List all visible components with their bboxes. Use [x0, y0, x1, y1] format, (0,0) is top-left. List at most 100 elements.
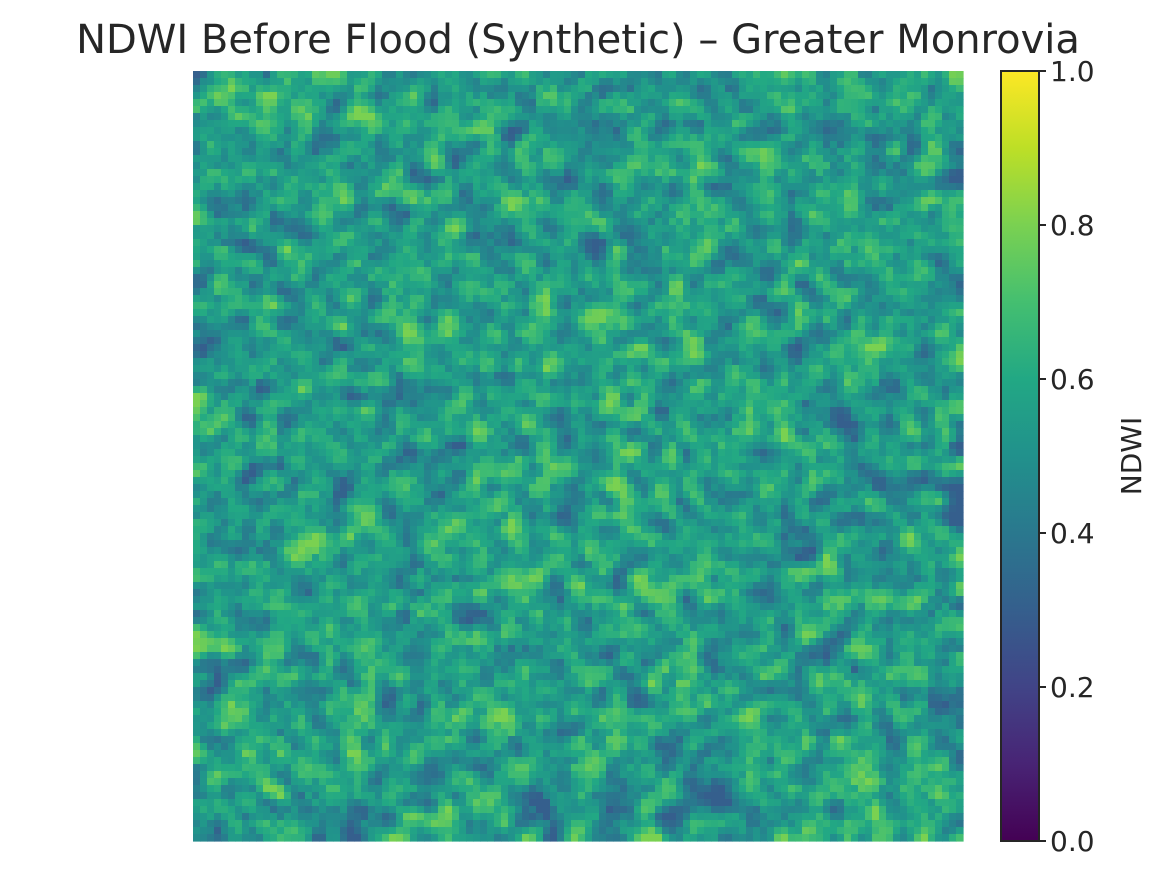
heatmap-cell [452, 71, 460, 79]
heatmap-cell [571, 106, 579, 114]
heatmap-cell [193, 211, 201, 219]
heatmap-cell [690, 302, 698, 310]
heatmap-cell [942, 106, 950, 114]
heatmap-cell [816, 71, 824, 79]
heatmap-cell [627, 239, 635, 247]
heatmap-cell [536, 281, 544, 289]
heatmap-cell [886, 148, 894, 156]
heatmap-cell [662, 99, 670, 107]
heatmap-cell [207, 106, 215, 114]
heatmap-cell [830, 365, 838, 373]
heatmap-cell [578, 127, 586, 135]
heatmap-cell [221, 141, 229, 149]
heatmap-cell [263, 309, 271, 317]
heatmap-cell [361, 337, 369, 345]
heatmap-cell [487, 260, 495, 268]
heatmap-cell [536, 85, 544, 93]
heatmap-cell [473, 316, 481, 324]
heatmap-cell [648, 274, 656, 282]
heatmap-cell [207, 120, 215, 128]
heatmap-cell [935, 246, 943, 254]
heatmap-cell [214, 197, 222, 205]
heatmap-cell [564, 372, 572, 380]
heatmap-cell [830, 176, 838, 184]
heatmap-cell [732, 141, 740, 149]
heatmap-cell [326, 379, 334, 387]
heatmap-cell [228, 330, 236, 338]
heatmap-cell [522, 148, 530, 156]
heatmap-cell [508, 141, 516, 149]
heatmap-cell [886, 197, 894, 205]
heatmap-cell [298, 218, 306, 226]
heatmap-cell [487, 211, 495, 219]
heatmap-cell [851, 134, 859, 142]
heatmap-cell [788, 323, 796, 331]
heatmap-cell [494, 120, 502, 128]
heatmap-cell [473, 323, 481, 331]
heatmap-cell [557, 323, 565, 331]
heatmap-cell [739, 169, 747, 177]
heatmap-cell [193, 162, 201, 170]
heatmap-cell [438, 288, 446, 296]
heatmap-cell [599, 246, 607, 254]
heatmap-cell [893, 323, 901, 331]
heatmap-cell [893, 365, 901, 373]
heatmap-cell [263, 218, 271, 226]
heatmap-cell [494, 288, 502, 296]
heatmap-cell [235, 155, 243, 163]
heatmap-cell [690, 127, 698, 135]
heatmap-cell [284, 113, 292, 121]
heatmap-cell [501, 232, 509, 240]
heatmap-cell [606, 106, 614, 114]
heatmap-cell [480, 372, 488, 380]
heatmap-cell [711, 267, 719, 275]
heatmap-cell [704, 71, 712, 79]
heatmap-cell [249, 225, 257, 233]
heatmap-cell [690, 372, 698, 380]
heatmap-cell [655, 218, 663, 226]
heatmap-cell [935, 281, 943, 289]
heatmap-cell [942, 337, 950, 345]
heatmap-cell [830, 232, 838, 240]
heatmap-cell [872, 92, 880, 100]
heatmap-cell [599, 351, 607, 359]
heatmap-cell [214, 169, 222, 177]
heatmap-cell [508, 106, 516, 114]
heatmap-cell [711, 358, 719, 366]
heatmap-cell [508, 281, 516, 289]
heatmap-cell [515, 197, 523, 205]
heatmap-cell [193, 239, 201, 247]
heatmap-cell [228, 372, 236, 380]
heatmap-cell [781, 183, 789, 191]
heatmap-cell [312, 323, 320, 331]
heatmap-cell [907, 260, 915, 268]
heatmap-cell [361, 113, 369, 121]
heatmap-cell [893, 253, 901, 261]
heatmap-cell [228, 225, 236, 233]
heatmap-cell [431, 85, 439, 93]
heatmap-cell [305, 99, 313, 107]
heatmap-cell [879, 358, 887, 366]
heatmap-cell [242, 309, 250, 317]
heatmap-cell [473, 337, 481, 345]
heatmap-cell [494, 162, 502, 170]
heatmap-cell [585, 309, 593, 317]
heatmap-cell [228, 127, 236, 135]
heatmap-cell [578, 267, 586, 275]
heatmap-cell [445, 99, 453, 107]
heatmap-cell [655, 316, 663, 324]
heatmap-cell [844, 113, 852, 121]
heatmap-cell [669, 365, 677, 373]
heatmap-cell [284, 365, 292, 373]
heatmap-cell [599, 260, 607, 268]
heatmap-cell [270, 309, 278, 317]
heatmap-cell [865, 141, 873, 149]
heatmap-cell [634, 92, 642, 100]
heatmap-cell [228, 358, 236, 366]
heatmap-cell [592, 225, 600, 233]
heatmap-cell [599, 302, 607, 310]
heatmap-cell [207, 92, 215, 100]
heatmap-cell [207, 309, 215, 317]
heatmap-cell [676, 211, 684, 219]
heatmap-cell [676, 253, 684, 261]
